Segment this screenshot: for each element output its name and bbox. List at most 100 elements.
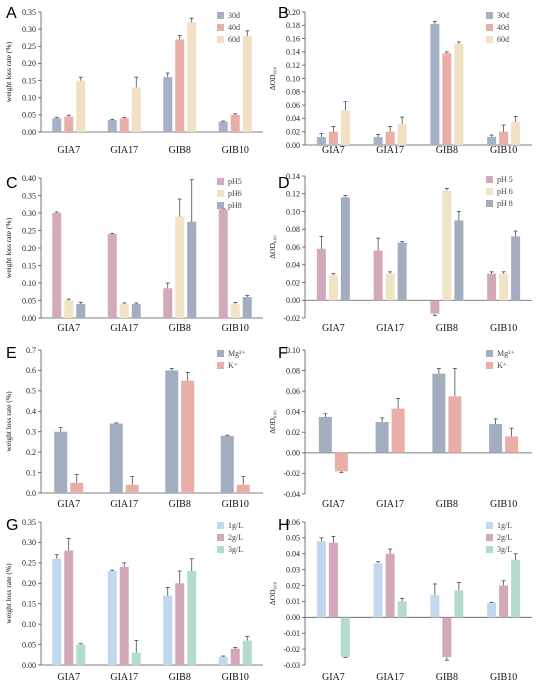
y-tick-label: 0.12 (286, 190, 300, 199)
category-label: GIA17 (110, 499, 138, 510)
category-label: GIB10 (490, 672, 517, 683)
bar (448, 396, 462, 453)
bar (454, 590, 464, 618)
bar (397, 601, 407, 618)
y-tick-label: 0.1 (26, 468, 36, 477)
y-tick-label: 0.20 (22, 579, 36, 588)
y-tick-label: 0.02 (286, 428, 300, 437)
category-label: GIA17 (376, 499, 404, 510)
y-tick-label: 0.15 (22, 600, 36, 609)
legend-swatch (486, 522, 493, 529)
panel-h: H -0.03 -0.02 -0.01 0.00 0.01 0.02 0.03 0.04 0.05… (268, 517, 532, 683)
bar (76, 644, 86, 665)
y-tick-label: 0.00 (286, 449, 300, 458)
y-tick-label: 0.08 (286, 366, 300, 375)
y-tick-label: 0.02 (286, 128, 300, 137)
bar (236, 484, 250, 493)
bar (487, 603, 497, 618)
bar (52, 558, 62, 665)
y-axis-label: ΔOD₆₀₀ (268, 581, 277, 605)
legend-label: K⁺ (497, 361, 507, 370)
legend-swatch (217, 546, 224, 553)
y-tick-label: 0.00 (286, 296, 300, 305)
bar (442, 190, 452, 301)
y-tick-label: 0.06 (286, 387, 300, 396)
legend-swatch (486, 534, 493, 541)
bar (499, 273, 509, 301)
bar (340, 617, 350, 658)
y-tick-label: -0.02 (283, 314, 300, 323)
y-tick-label: 0.35 (22, 8, 36, 17)
bar (76, 80, 86, 132)
panel-e: E 0.0 0.1 0.2 0.3 0.4 0.5 0.6 0.7 weight loss rat… (4, 345, 263, 510)
bar (163, 288, 173, 318)
panel-label: C (6, 175, 18, 192)
y-tick-label: 0.10 (22, 620, 36, 629)
y-tick-label: -0.02 (283, 645, 300, 654)
y-tick-label: 0.00 (22, 661, 36, 670)
bar (181, 380, 195, 493)
bar (187, 221, 197, 318)
y-tick-label: 0.03 (286, 565, 300, 574)
category-label: GIB10 (222, 323, 249, 334)
y-axis-label: weight loss rate (%) (4, 391, 13, 452)
legend-label: 3g/L (497, 545, 512, 554)
bar (385, 131, 395, 145)
y-tick-label: -0.04 (283, 490, 300, 499)
category-label: GIB10 (490, 499, 517, 510)
panel-b: B 0.00 0.02 0.04 0.06 0.08 0.10 0.12 0.14 0.16 0.1… (268, 5, 532, 156)
legend-swatch (486, 176, 493, 183)
legend-label: pH6 (228, 189, 242, 198)
bar (442, 617, 452, 658)
bar (119, 566, 129, 665)
bar (242, 640, 252, 665)
bar (511, 121, 521, 145)
y-axis-label: weight loss rate (%) (4, 563, 13, 624)
bar (52, 213, 62, 318)
bar (230, 114, 240, 132)
bar (218, 656, 228, 665)
category-label: GIA17 (110, 323, 138, 334)
legend-swatch (486, 546, 493, 553)
legend-swatch (217, 362, 224, 369)
category-label: GIB8 (436, 323, 458, 334)
y-tick-label: 0.00 (286, 141, 300, 150)
y-tick-label: 0.35 (22, 518, 36, 527)
bar (373, 563, 383, 618)
legend-label: 2g/L (228, 533, 243, 542)
legend-label: 40d (228, 23, 240, 32)
y-tick-label: 0.08 (286, 88, 300, 97)
category-label: GIB10 (222, 672, 249, 683)
bar (163, 77, 173, 132)
panel-label: G (6, 517, 18, 534)
bar (230, 304, 240, 318)
bar (107, 571, 117, 665)
y-tick-label: 0.04 (286, 261, 300, 270)
bar (385, 273, 395, 301)
bar (187, 571, 197, 665)
legend-swatch (217, 534, 224, 541)
y-tick-label: 0.06 (286, 518, 300, 527)
panel-c: C 0.00 0.05 0.10 0.15 0.20 0.25 0.30 0.35 0.40 wei… (4, 174, 263, 334)
bar (163, 595, 173, 665)
legend-swatch (217, 36, 224, 43)
y-tick-label: 0.08 (286, 225, 300, 234)
y-tick-label: 0.02 (286, 278, 300, 287)
panel-label: A (6, 5, 17, 22)
bar (511, 236, 521, 301)
bar (218, 121, 228, 132)
panel-g: G 0.00 0.05 0.10 0.15 0.20 0.25 0.30 0.35 weight … (4, 517, 263, 683)
category-label: GIA7 (57, 499, 80, 510)
y-tick-label: 0.15 (22, 261, 36, 270)
panel-label: E (6, 345, 17, 362)
bar (511, 560, 521, 618)
bar (70, 482, 84, 493)
bar (373, 250, 383, 301)
legend-swatch (217, 202, 224, 209)
y-axis-label: ΔOD₆₀₀ (268, 235, 277, 259)
bar (489, 424, 503, 453)
category-label: GIA17 (376, 145, 404, 156)
y-tick-label: 0.30 (22, 209, 36, 218)
bar (242, 297, 252, 318)
bar (373, 137, 383, 145)
